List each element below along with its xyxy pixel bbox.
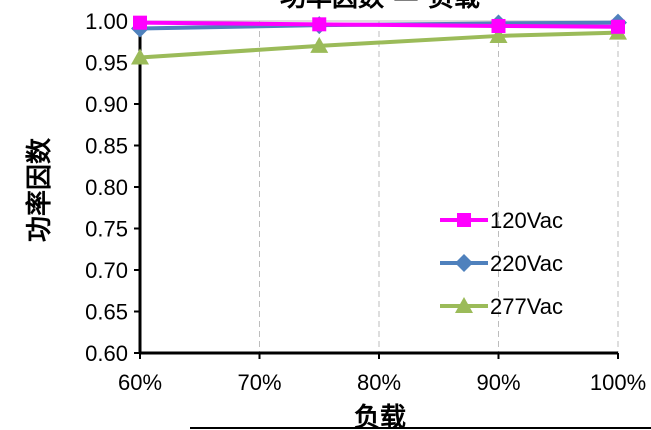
- legend-label-277Vac: 277Vac: [490, 294, 563, 319]
- y-tick-label: 0.95: [85, 51, 128, 76]
- y-tick-label: 0.60: [85, 341, 128, 366]
- x-tick-label: 100%: [590, 370, 646, 395]
- data-point-277Vac-1: [310, 36, 329, 53]
- tick-labels: 0.60 0.65 0.70 0.75 0.80 0.85 0.90 0.95 1.00 60% 7…: [85, 9, 646, 395]
- legend-label-120Vac: 120Vac: [490, 208, 563, 233]
- y-tick-label: 0.70: [85, 258, 128, 283]
- chart-title: 功率因数 — 负载: [280, 0, 480, 13]
- x-tick-label: 70%: [237, 370, 281, 395]
- data-point-120Vac-2: [491, 18, 506, 33]
- series-line-120Vac: [139, 20, 619, 29]
- y-tick-label: 0.85: [85, 134, 128, 159]
- legend-marker-220Vac: [455, 254, 473, 272]
- data-point-277Vac-2: [489, 26, 508, 43]
- legend-label-220Vac: 220Vac: [490, 251, 563, 276]
- data-point-277Vac-0: [131, 48, 149, 65]
- y-tick-label: 0.80: [85, 175, 128, 200]
- y-tick-label: 1.00: [85, 9, 128, 34]
- y-tick-label: 0.75: [85, 217, 128, 242]
- data-point-120Vac-1: [312, 17, 327, 32]
- series-line-277Vac: [139, 30, 619, 60]
- x-tick-label: 60%: [118, 370, 162, 395]
- y-axis-title: 功率因数: [24, 137, 55, 242]
- y-tick-label: 0.65: [85, 300, 128, 325]
- legend-marker-120Vac: [457, 213, 471, 227]
- x-axis-title: 负载: [354, 403, 406, 430]
- legend: 120Vac 220Vac 277Vac: [440, 208, 563, 319]
- gridlines: [140, 20, 619, 353]
- legend-marker-277Vac: [455, 297, 473, 313]
- series: [131, 13, 627, 65]
- data-point-120Vac-3: [611, 19, 625, 34]
- data-point-120Vac-0: [133, 15, 147, 30]
- y-tick-label: 0.90: [85, 92, 128, 117]
- x-tick-label: 80%: [357, 370, 401, 395]
- x-tick-label: 90%: [476, 370, 520, 395]
